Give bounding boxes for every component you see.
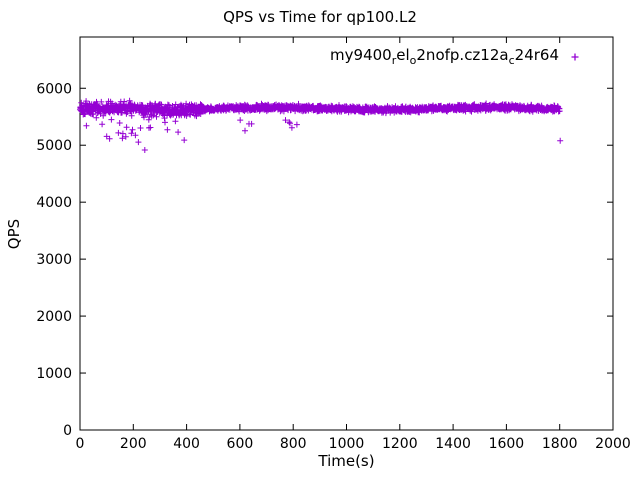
x-tick-label: 1400	[435, 436, 471, 452]
x-tick-label: 1200	[382, 436, 418, 452]
chart-title: QPS vs Time for qp100.L2	[223, 8, 417, 26]
y-tick-label: 3000	[36, 252, 72, 268]
legend-label-segment: my9400	[330, 46, 392, 64]
legend-label-subscript: c	[508, 54, 515, 67]
x-tick-label: 1800	[542, 436, 578, 452]
legend-plus-marker-icon	[571, 53, 579, 60]
legend-label-segment: 2nofp.cz12a	[416, 46, 509, 64]
y-tick-label: 4000	[36, 195, 72, 211]
y-tick-label: 0	[63, 423, 72, 439]
x-tick-label: 0	[76, 436, 85, 452]
plot-border	[79, 36, 614, 431]
y-axis-label: QPS	[5, 218, 23, 250]
y-tick-label: 1000	[36, 366, 72, 382]
x-tick-label: 400	[173, 436, 200, 452]
y-tick-label: 5000	[36, 138, 72, 154]
x-tick-label: 1000	[329, 436, 365, 452]
legend-label-subscript: r	[391, 54, 397, 67]
legend-label-segment: el	[396, 46, 410, 64]
legend-label-segment: 24r64	[514, 46, 559, 64]
x-tick-label: 800	[280, 436, 307, 452]
legend: my9400relo2nofp.cz12ac24r64	[330, 46, 583, 67]
y-tick-label: 6000	[36, 81, 72, 97]
legend-label-subscript: o	[409, 54, 417, 67]
x-tick-label: 2000	[595, 436, 631, 452]
x-tick-label: 1600	[489, 436, 525, 452]
x-tick-label: 600	[227, 436, 254, 452]
x-axis-label: Time(s)	[318, 452, 375, 470]
data-points-series-0	[77, 97, 564, 153]
legend-label: my9400relo2nofp.cz12ac24r64	[330, 46, 559, 67]
y-tick-label: 2000	[36, 309, 72, 325]
x-tick-label: 200	[120, 436, 147, 452]
